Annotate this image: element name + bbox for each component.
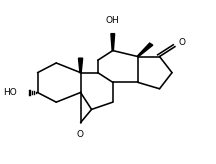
Text: HO: HO <box>3 88 17 97</box>
Polygon shape <box>78 58 83 73</box>
Text: O: O <box>76 130 83 139</box>
Polygon shape <box>137 43 153 57</box>
Polygon shape <box>111 34 115 51</box>
Text: O: O <box>178 38 185 47</box>
Text: OH: OH <box>106 16 120 25</box>
